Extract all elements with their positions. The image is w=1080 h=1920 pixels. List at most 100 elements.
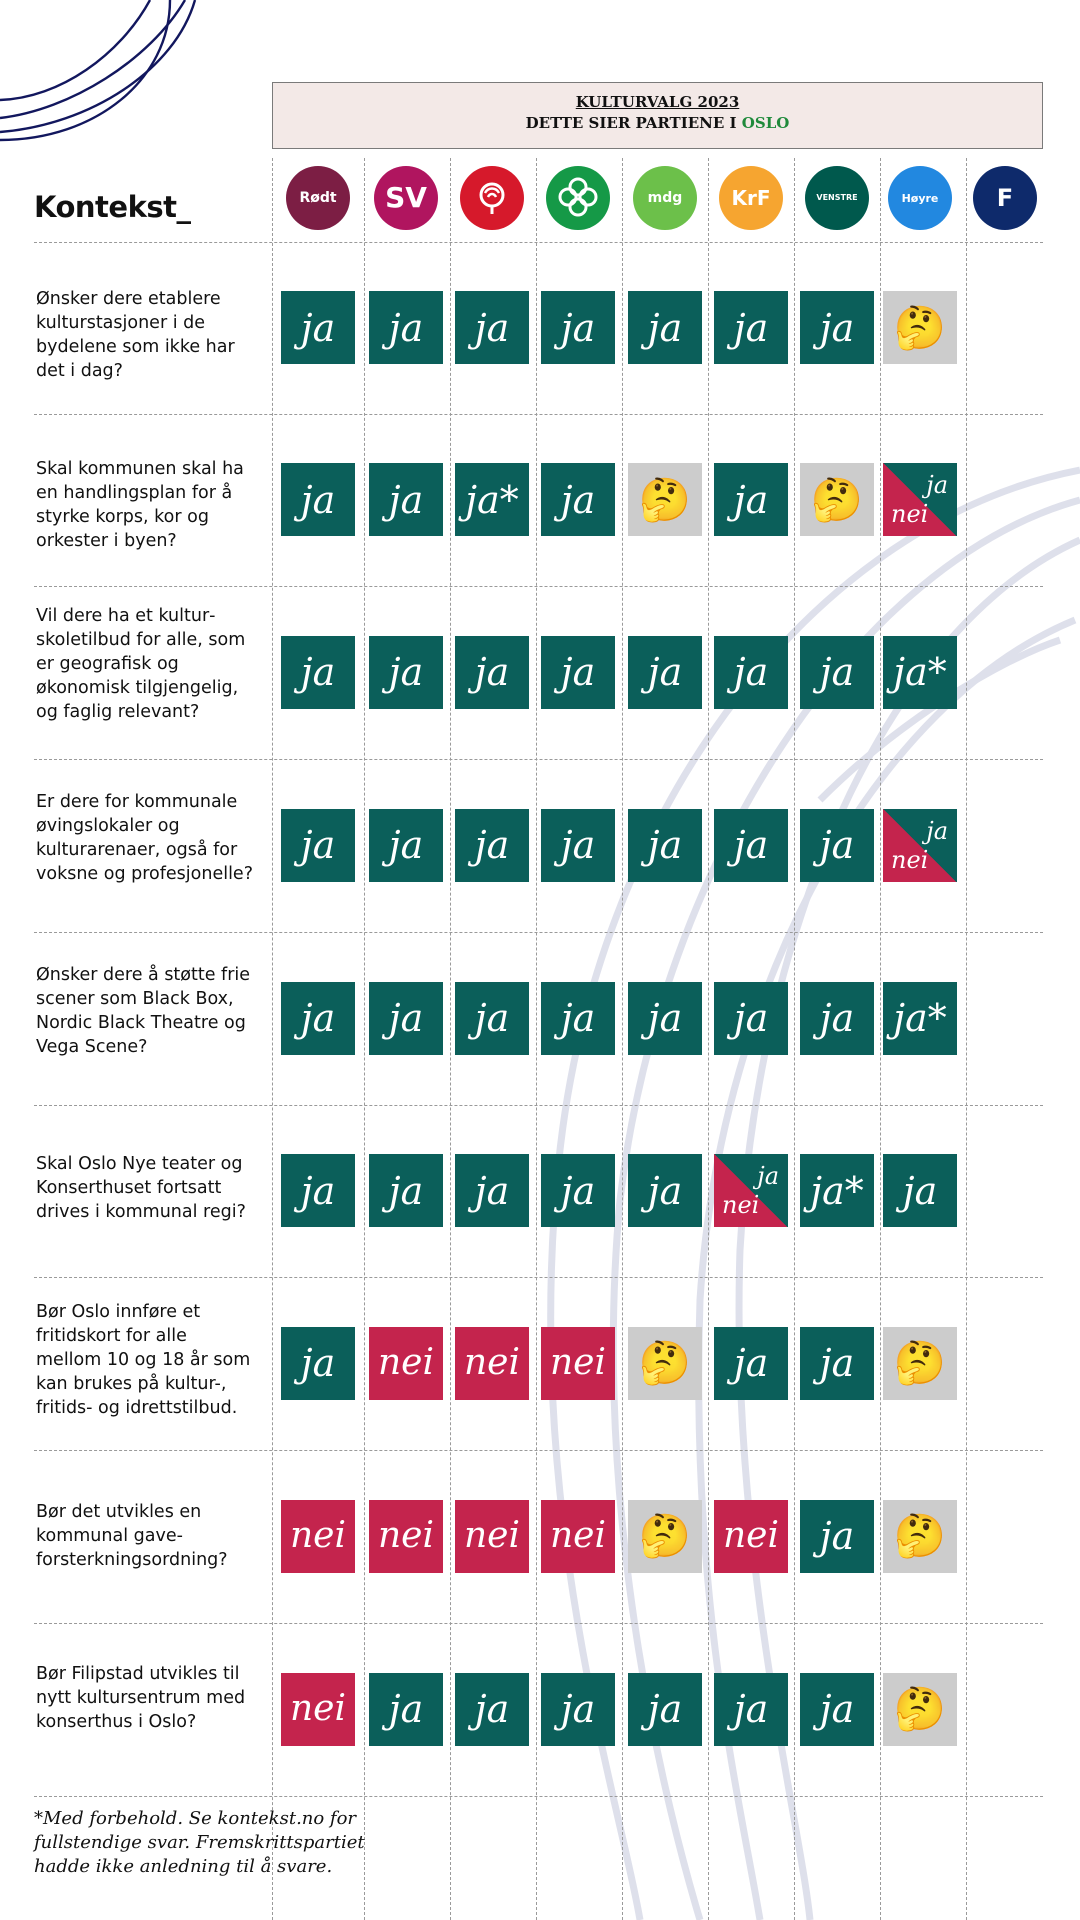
answer-cell: 🤔 <box>628 1499 702 1573</box>
answer-cell: ja <box>800 981 874 1055</box>
answer-cell: 🤔 <box>628 1326 702 1400</box>
answer-cell: ja <box>541 291 615 364</box>
question-text: Ønsker dere etablere kultur­stasjoner i … <box>36 289 235 381</box>
party-logo-v: VENSTRE <box>805 166 869 230</box>
row-divider <box>34 1277 1043 1278</box>
answer-label: ja <box>560 1168 596 1213</box>
answer-label: ja <box>560 996 596 1040</box>
answer-label: ja <box>300 996 336 1040</box>
answer-label: ja <box>388 1168 424 1213</box>
answer-cell: ja <box>714 1326 788 1400</box>
party-logo-label: Rødt <box>299 190 337 206</box>
answer-cell: ja <box>714 635 788 709</box>
answer-cell: ja <box>714 981 788 1055</box>
answer-cell: 🤔 <box>883 1672 957 1746</box>
brand-logo: Kontekst_ <box>34 190 191 224</box>
answer-cell: ja <box>369 635 443 709</box>
answer-cell: ja <box>541 981 615 1055</box>
answer-cell: ja <box>800 1672 874 1746</box>
party-logo-label <box>556 175 600 222</box>
column-divider <box>880 158 881 1920</box>
answer-label: ja <box>819 1341 855 1385</box>
question-text: Ønsker dere å støtte frie scener som Bla… <box>36 965 251 1057</box>
column-divider <box>364 158 365 1920</box>
answer-cell: ja <box>714 1672 788 1746</box>
answer-label: ja <box>560 305 596 350</box>
answer-cell: ja* <box>455 463 529 536</box>
answer-cell: nei <box>369 1499 443 1573</box>
answer-cell: ja* <box>883 635 957 709</box>
column-divider <box>272 158 273 1920</box>
answer-cell: nei <box>281 1672 355 1746</box>
column-divider <box>966 158 967 1920</box>
party-logo-mdg: mdg <box>633 166 697 230</box>
split-nei-label: nei <box>891 845 929 874</box>
answer-cell: ja <box>800 291 874 364</box>
answer-cell: ja <box>369 981 443 1055</box>
answer-label: ja <box>647 1687 683 1731</box>
answer-cell: ja <box>883 1154 957 1227</box>
question-text: Er dere for kommu­nale øvingslokaler og … <box>36 792 253 884</box>
answer-label: ja <box>388 823 424 867</box>
answer-label: ja <box>388 305 424 350</box>
answer-label: nei <box>289 1515 346 1556</box>
answer-label: nei <box>289 1688 346 1729</box>
answer-cell: ja nei <box>883 463 957 536</box>
answer-label: ja <box>474 305 510 350</box>
answer-cell: ja nei <box>714 1154 788 1227</box>
answer-label: ja <box>819 996 855 1040</box>
question-text: Vil dere ha et kultur­skoletilbud for al… <box>36 606 246 722</box>
party-logo-sv: SV <box>374 166 438 230</box>
split-nei-label: nei <box>891 500 929 528</box>
party-logo-label: KrF <box>731 186 771 210</box>
footnote: *Med forbehold. Se kontekst.no for fulls… <box>34 1808 365 1877</box>
answer-cell: ja <box>541 1154 615 1227</box>
party-logo-label: F <box>996 184 1014 212</box>
answer-cell: ja <box>714 808 788 882</box>
answer-cell: ja <box>455 1154 529 1227</box>
answer-cell: ja <box>541 808 615 882</box>
rose-icon <box>479 182 505 214</box>
answer-label: ja <box>560 477 596 522</box>
thinking-face-icon: 🤔 <box>893 1338 947 1387</box>
answer-label: ja <box>647 305 683 350</box>
party-logo-label: VENSTRE <box>816 193 858 202</box>
answer-label: ja <box>733 477 769 522</box>
column-divider <box>794 158 795 1920</box>
question-text: Skal kommunen skal ha en handlingsplan f… <box>36 459 244 551</box>
answer-cell: ja <box>281 1154 355 1227</box>
split-ja-label: ja <box>757 1162 779 1190</box>
answer-label: ja <box>300 477 336 522</box>
answer-cell: ja <box>281 635 355 709</box>
row-divider <box>34 1623 1043 1624</box>
question-text: Bør Filipstad utvikles til nytt kulturse… <box>36 1664 246 1732</box>
answer-cell: 🤔 <box>883 1326 957 1400</box>
answer-cell: ja <box>455 635 529 709</box>
answer-cell: nei <box>281 1499 355 1573</box>
header-subtitle-prefix: DETTE SIER PARTIENE I <box>525 114 737 132</box>
answer-label: ja <box>647 650 683 694</box>
answer-label: ja <box>647 1168 683 1213</box>
answer-label: ja <box>733 1687 769 1731</box>
party-logo-sp <box>546 166 610 230</box>
row-divider <box>34 759 1043 760</box>
thinking-face-icon: 🤔 <box>638 1511 692 1560</box>
answer-cell: ja <box>281 463 355 536</box>
column-divider <box>536 158 537 1920</box>
answer-label: ja <box>902 1168 938 1213</box>
answer-cell: 🤔 <box>800 463 874 536</box>
answer-cell: 🤔 <box>883 291 957 364</box>
answer-cell: ja <box>541 1672 615 1746</box>
party-logo-rodt: Rødt <box>286 166 350 230</box>
answer-label: ja <box>733 1341 769 1385</box>
answer-cell: ja <box>369 808 443 882</box>
answer-label: ja <box>474 996 510 1040</box>
question-text: Bør Oslo innføre et fritidskort for alle… <box>36 1302 251 1418</box>
question-text: Skal Oslo Nye teater og Konserthuset for… <box>36 1154 246 1222</box>
clover-icon <box>558 177 598 216</box>
answer-label: ja <box>647 996 683 1040</box>
answer-cell: 🤔 <box>883 1499 957 1573</box>
answer-cell: nei <box>541 1326 615 1400</box>
answer-cell: ja <box>800 1499 874 1573</box>
answer-cell: ja <box>281 291 355 364</box>
